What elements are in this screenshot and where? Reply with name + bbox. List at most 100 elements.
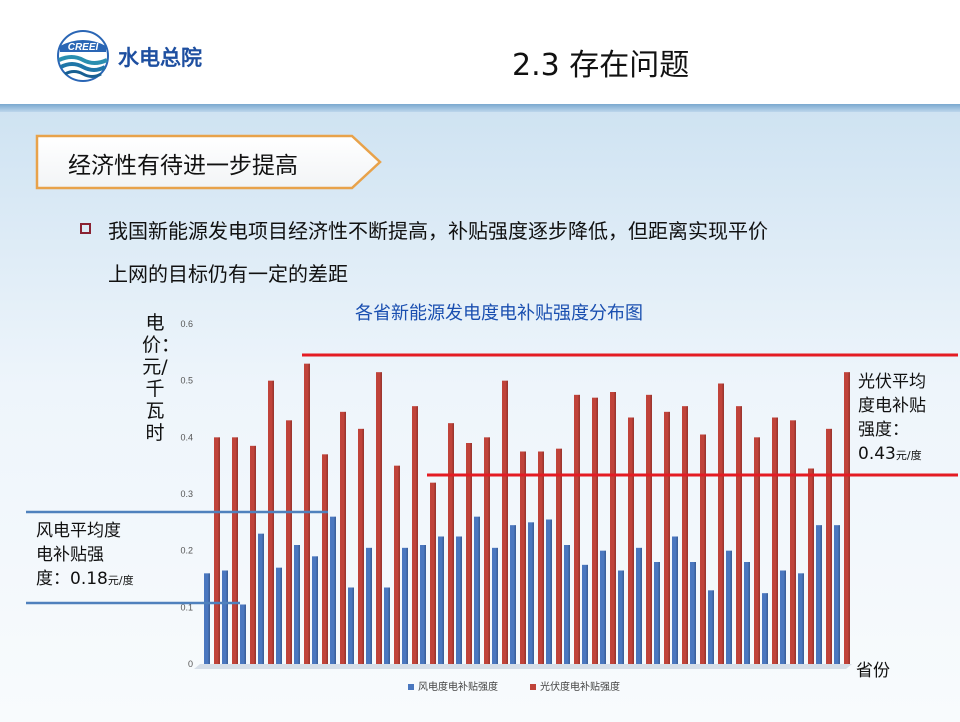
bar-shade — [596, 397, 598, 664]
bar-shade — [334, 516, 336, 664]
wind-annotation-value: 0.18 — [70, 569, 108, 589]
bar-shade — [712, 590, 714, 664]
wind-bar — [798, 573, 804, 664]
wind-bar — [636, 547, 642, 664]
solar-bar — [556, 448, 562, 664]
wind-bar — [834, 525, 840, 664]
wind-bar — [528, 522, 534, 664]
bar-shade — [416, 406, 418, 664]
solar-bar — [610, 392, 616, 664]
bar-shade — [694, 562, 696, 664]
wind-bar — [582, 564, 588, 664]
solar-bar — [592, 397, 598, 664]
bar-shade — [434, 482, 436, 664]
wind-bar — [222, 570, 228, 664]
bar-shade — [524, 451, 526, 664]
bullet-line-2: 上网的目标仍有一定的差距 — [108, 262, 348, 286]
solar-bar — [520, 451, 526, 664]
bullet-square-icon — [80, 223, 91, 234]
bar-shade — [388, 587, 390, 664]
solar-bar — [790, 420, 796, 664]
bar-shade — [740, 406, 742, 664]
bar-shade — [478, 516, 480, 664]
chart-title: 各省新能源发电度电补贴强度分布图 — [355, 303, 643, 324]
bar-shade — [632, 417, 634, 664]
solar-bar — [358, 428, 364, 664]
bar-shade — [730, 550, 732, 664]
y-tick-label: 0.2 — [180, 546, 193, 556]
y-tick-label: 0 — [188, 659, 193, 669]
solar-bar — [430, 482, 436, 664]
bar-shade — [470, 443, 472, 664]
solar-annotation-value: 0.43 — [858, 444, 896, 464]
wind-bar — [564, 545, 570, 664]
bar-shade — [226, 570, 228, 664]
wind-bar — [330, 516, 336, 664]
bar-shade — [262, 533, 264, 664]
bar-shade — [820, 525, 822, 664]
org-name: 水电总院 — [118, 46, 202, 70]
wind-bar — [366, 547, 372, 664]
solar-bar — [502, 380, 508, 664]
solar-bar — [664, 411, 670, 664]
bar-shade — [442, 536, 444, 664]
slide-title: 2.3 存在问题 — [512, 48, 690, 83]
wind-bar — [600, 550, 606, 664]
wind-bar — [204, 573, 210, 664]
bar-shade — [748, 562, 750, 664]
legend-solar-swatch — [530, 684, 536, 690]
solar-bar — [808, 468, 814, 664]
solar-annotation-line-2: 度电补贴 — [858, 396, 926, 416]
bar-shade — [308, 363, 310, 664]
bar-shade — [254, 445, 256, 664]
wind-bar — [348, 587, 354, 664]
bar-shade — [578, 394, 580, 664]
header-divider — [0, 104, 960, 112]
bar-shade — [830, 428, 832, 664]
solar-annotation-line-1: 光伏平均 — [858, 372, 926, 392]
bar-shade — [362, 428, 364, 664]
bar-shade — [838, 525, 840, 664]
solar-bar — [754, 437, 760, 664]
bar-shade — [272, 380, 274, 664]
wind-bar — [546, 519, 552, 664]
solar-bar — [646, 394, 652, 664]
callout-banner — [35, 134, 382, 190]
callout-text: 经济性有待进一步提高 — [68, 153, 298, 179]
wind-bar — [726, 550, 732, 664]
chart-floor — [194, 664, 852, 669]
wind-bar — [816, 525, 822, 664]
solar-bar — [844, 372, 850, 664]
y-tick-label: 0.5 — [180, 376, 193, 386]
bar-shade — [208, 573, 210, 664]
bar-shade — [848, 372, 850, 664]
wind-bar — [690, 562, 696, 664]
wind-bar — [510, 525, 516, 664]
solar-bar — [412, 406, 418, 664]
bar-shade — [244, 604, 246, 664]
bar-shade — [802, 573, 804, 664]
wind-bar — [402, 547, 408, 664]
solar-bar — [718, 383, 724, 664]
solar-annotation-unit: 元/度 — [895, 449, 922, 462]
wind-annotation-unit: 元/度 — [107, 574, 134, 587]
bar-shade — [568, 545, 570, 664]
bar-shade — [506, 380, 508, 664]
solar-bar — [340, 411, 346, 664]
bullet-line-1: 我国新能源发电项目经济性不断提高，补贴强度逐步降低，但距离实现平价 — [108, 219, 768, 243]
bar-shade — [488, 437, 490, 664]
wind-bar — [780, 570, 786, 664]
bar-shade — [460, 536, 462, 664]
solar-bar — [286, 420, 292, 664]
wind-bar — [456, 536, 462, 664]
bar-shade — [794, 420, 796, 664]
bar-shade — [398, 465, 400, 664]
solar-bar — [484, 437, 490, 664]
bar-shade — [722, 383, 724, 664]
wind-annotation-line-3: 度： — [36, 569, 70, 589]
bar-shade — [784, 570, 786, 664]
bar-shade — [622, 570, 624, 664]
bar-shade — [542, 451, 544, 664]
bar-shade — [298, 545, 300, 664]
y-tick-label: 0.3 — [180, 489, 193, 499]
